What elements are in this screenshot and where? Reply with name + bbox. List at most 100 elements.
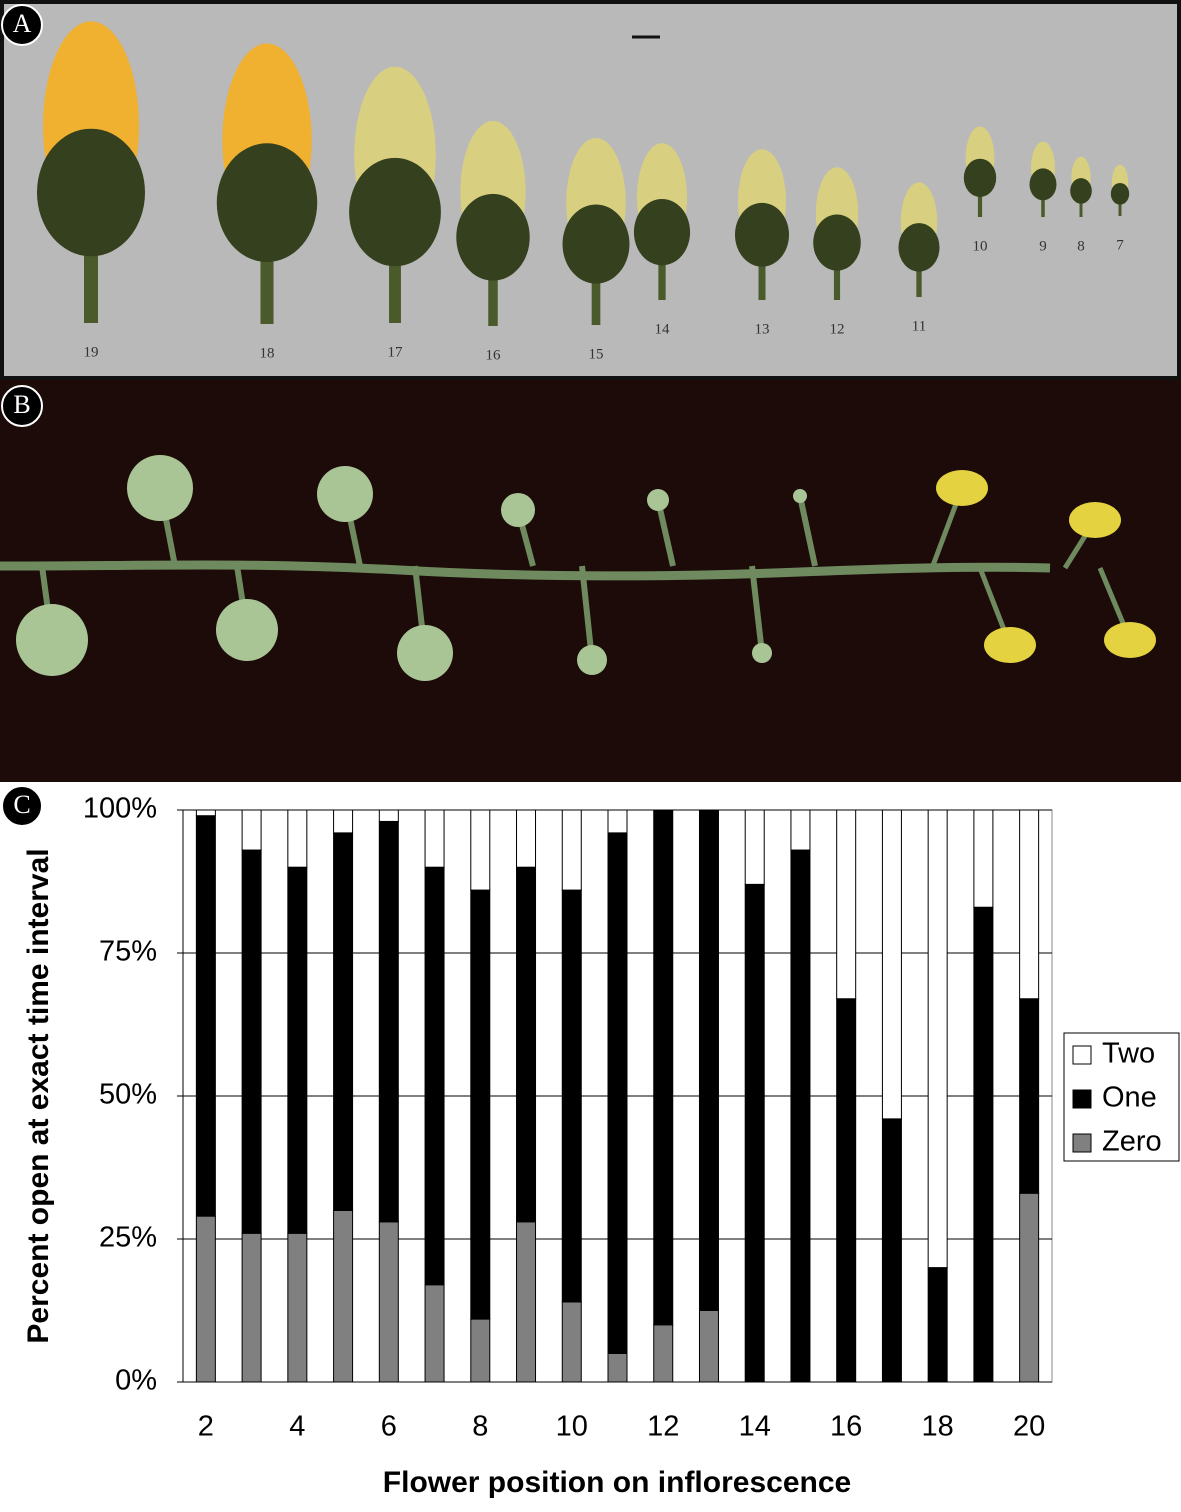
flower: [1104, 622, 1156, 658]
flower: [1069, 502, 1121, 538]
bar-segment: [607, 832, 628, 1354]
panel-label-badge: [1, 4, 43, 46]
bar-segment: [378, 820, 399, 1223]
bar-segment: [744, 809, 765, 885]
bar-segment: [470, 809, 491, 891]
y-tick-label: 25%: [99, 1222, 157, 1254]
x-tick-label: 16: [830, 1411, 862, 1443]
flower: [984, 627, 1036, 663]
y-axis-label: Percent open at exact time interval: [22, 848, 55, 1343]
bud-sepals: [456, 193, 530, 281]
stage-label: 9: [1039, 238, 1047, 254]
bar-segment: [424, 1284, 445, 1383]
fruit: [577, 645, 607, 675]
panel-label: B: [13, 390, 30, 419]
bar-segment: [744, 883, 765, 1383]
pedicel: [579, 565, 595, 661]
bud-sepals: [898, 223, 940, 272]
stage-label: 16: [486, 347, 502, 363]
stage-label: 12: [830, 321, 845, 337]
bud-sepals: [1029, 168, 1057, 201]
bar-segment: [561, 889, 582, 1303]
pedicel: [749, 565, 765, 654]
y-tick-label: 100%: [83, 793, 157, 825]
fruit: [501, 493, 535, 527]
fruit: [317, 466, 373, 522]
panel-label: A: [13, 9, 32, 38]
stage-label: 10: [973, 238, 988, 254]
x-tick-label: 18: [922, 1411, 954, 1443]
bar-segment: [516, 1221, 537, 1383]
bud-sepals: [37, 128, 145, 257]
bar-segment: [881, 1118, 902, 1383]
bar-segment: [653, 809, 674, 1326]
bar-segment: [470, 1318, 491, 1383]
bar-segment: [881, 809, 902, 1120]
x-tick-label: 6: [381, 1411, 397, 1443]
legend-swatch: [1072, 1089, 1092, 1109]
bar-segment: [927, 809, 948, 1269]
fruit: [647, 489, 669, 511]
legend-swatch: [1072, 1133, 1092, 1153]
stage-label: 18: [260, 345, 275, 361]
bar-segment: [790, 849, 811, 1383]
fruits: [16, 455, 1156, 681]
bar-segment: [516, 809, 537, 868]
bar-segment: [516, 866, 537, 1223]
legend-label: Two: [1102, 1038, 1155, 1070]
pedicel: [655, 499, 676, 567]
bud-sepals: [735, 202, 789, 267]
bar-segment: [195, 809, 216, 817]
bar-segment: [424, 809, 445, 868]
fruit: [793, 489, 807, 503]
bar-segment: [698, 809, 719, 1311]
bar-segment: [607, 809, 628, 834]
fruit: [397, 625, 453, 681]
bar-segment: [1019, 998, 1040, 1194]
bar-segment: [1019, 809, 1040, 1000]
bar-segment: [561, 1301, 582, 1383]
legend-label: Zero: [1102, 1126, 1162, 1158]
stage-label: 15: [589, 346, 604, 362]
y-tick-label: 75%: [99, 936, 157, 968]
stage-label: 13: [755, 321, 770, 337]
x-tick-label: 14: [739, 1411, 771, 1443]
bar-segment: [1019, 1192, 1040, 1383]
bud-sepals: [963, 158, 997, 197]
bar-segment: [561, 809, 582, 891]
bar-segment: [287, 866, 308, 1234]
flower-buds: 19 18 17 16 15 14 13 12 11 10 9 8 7: [37, 21, 1130, 363]
bar-segment: [653, 1324, 674, 1383]
stage-label: 17: [388, 344, 404, 360]
legend-swatch: [1072, 1045, 1092, 1065]
bud-sepals: [349, 157, 441, 267]
stage-label: 8: [1077, 238, 1085, 254]
y-tick-label: 0%: [115, 1365, 157, 1397]
bar-segment: [698, 1310, 719, 1383]
x-tick-label: 4: [289, 1411, 305, 1443]
panel-b-background: [0, 380, 1181, 782]
bar-segment: [973, 906, 994, 1383]
bar-segment: [607, 1352, 628, 1383]
bar-segment: [378, 809, 399, 822]
bar-segment: [195, 1215, 216, 1383]
bar-segment: [241, 1232, 262, 1383]
panel-label: C: [13, 790, 30, 819]
panel-label-badge: [1, 785, 43, 827]
stage-label: 7: [1116, 237, 1124, 253]
x-tick-label: 8: [472, 1411, 488, 1443]
bar-segment: [241, 849, 262, 1234]
inflorescence-stem: [0, 560, 1051, 581]
bar-segment: [927, 1267, 948, 1383]
bar-segment: [378, 1221, 399, 1383]
fruit: [127, 455, 193, 521]
y-tick-label: 50%: [99, 1079, 157, 1111]
bar-segment: [836, 809, 857, 1000]
bar-segment: [333, 809, 354, 834]
bar-segment: [241, 809, 262, 851]
bar-segment: [195, 815, 216, 1217]
bud-sepals: [562, 204, 630, 284]
panel-label-badge: [1, 385, 43, 427]
